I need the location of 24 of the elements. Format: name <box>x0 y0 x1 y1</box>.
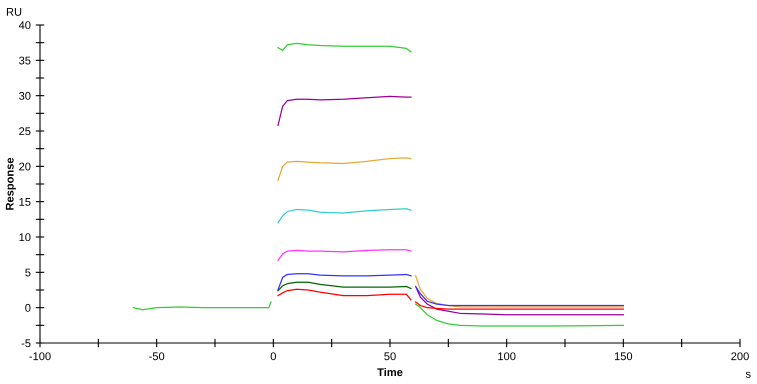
y-tick-label: 30 <box>19 92 31 100</box>
x-tick-label: 200 <box>731 352 749 360</box>
y-tick-label: -5 <box>22 339 31 348</box>
y-tick-label: 10 <box>19 233 31 242</box>
line-series <box>277 208 412 224</box>
text: RU <box>6 8 22 16</box>
y-tick-label: 40 <box>18 21 31 30</box>
x-tick-label: -100 <box>29 352 51 360</box>
x-tick-label: 150 <box>614 352 632 360</box>
line-series <box>277 249 412 261</box>
y-tick-label: 5 <box>25 268 31 276</box>
y-tick-label: 15 <box>19 198 31 206</box>
x-tick-label: 0 <box>270 352 276 360</box>
x-tick-label: 100 <box>498 352 516 360</box>
x-axis-title: Time <box>377 368 402 376</box>
x-tick-label: -50 <box>149 352 164 360</box>
line-series <box>277 282 412 292</box>
y-tick-label: 35 <box>19 56 31 64</box>
x-tick-label: 50 <box>384 352 396 360</box>
y-tick-label: 0 <box>25 304 31 312</box>
y-tick-label: 20 <box>19 162 31 170</box>
y-tick-label: 25 <box>19 127 31 136</box>
y-axis-title: Response <box>6 158 16 210</box>
text: s <box>746 372 751 378</box>
